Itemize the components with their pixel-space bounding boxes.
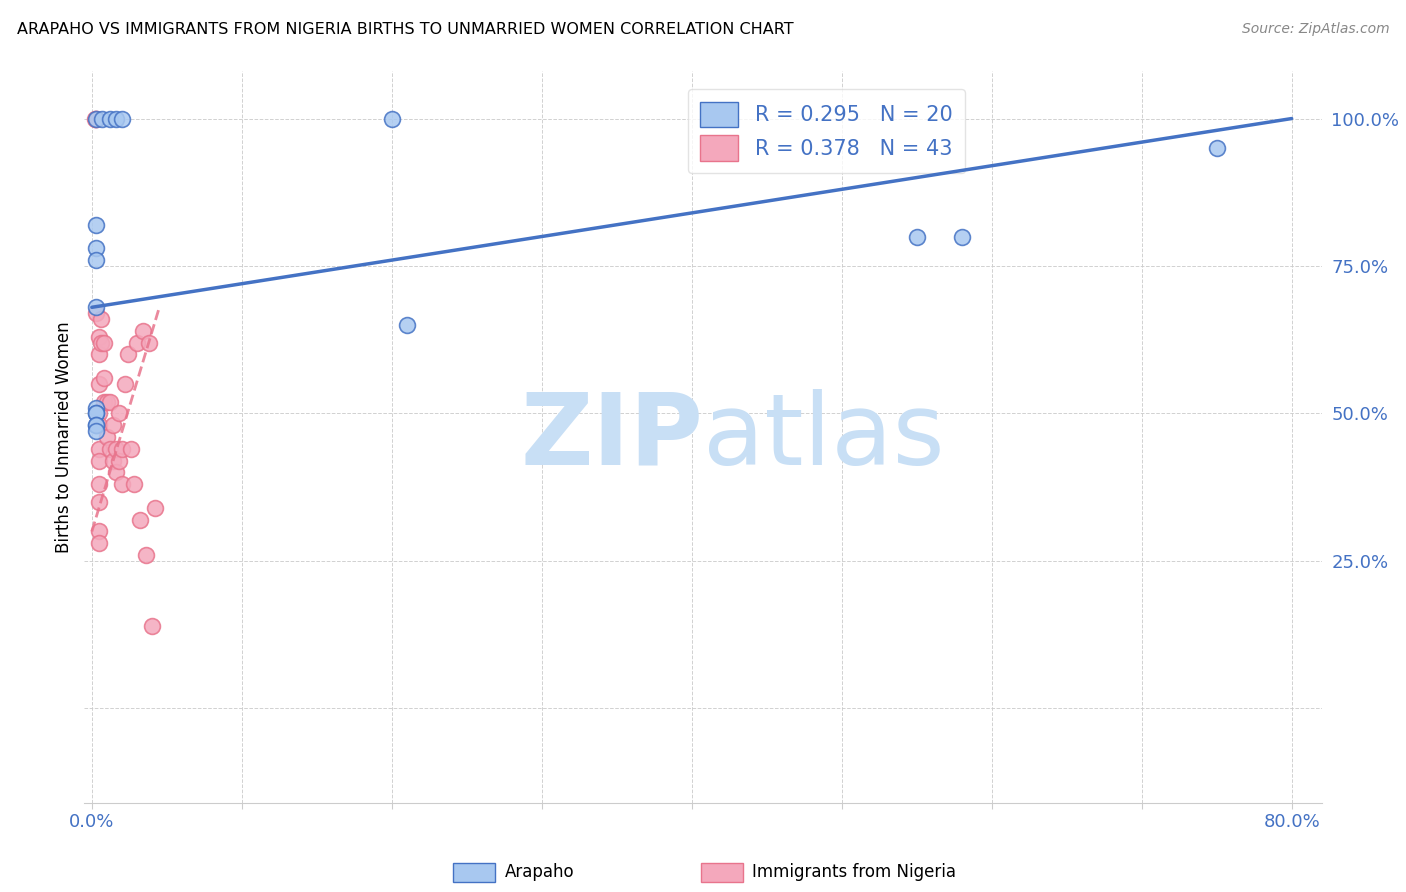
Point — [89, 407, 111, 421]
Point — [90, 335, 112, 350]
Point — [125, 335, 148, 350]
Point — [86, 418, 108, 433]
Point — [128, 513, 150, 527]
Y-axis label: Births to Unmarried Women: Births to Unmarried Women — [55, 321, 73, 553]
Text: ZIP: ZIP — [520, 389, 703, 485]
Point — [89, 347, 111, 361]
Point — [86, 407, 108, 421]
Legend: R = 0.295   N = 20, R = 0.378   N = 43: R = 0.295 N = 20, R = 0.378 N = 43 — [688, 89, 965, 173]
Point — [104, 466, 127, 480]
Point — [381, 112, 404, 126]
Point — [98, 394, 121, 409]
Point — [86, 301, 108, 315]
Point — [98, 112, 121, 126]
Point — [83, 112, 105, 126]
Point — [89, 536, 111, 550]
Text: Arapaho: Arapaho — [505, 863, 575, 881]
Point — [111, 442, 134, 456]
Point — [93, 335, 115, 350]
Point — [950, 229, 973, 244]
Point — [132, 324, 155, 338]
Point — [108, 407, 131, 421]
Point — [135, 548, 157, 562]
Point — [114, 376, 136, 391]
Point — [86, 306, 108, 320]
Point — [138, 335, 160, 350]
Point — [395, 318, 418, 332]
Point — [89, 524, 111, 539]
Bar — [453, 863, 495, 882]
Point — [141, 619, 163, 633]
Point — [90, 312, 112, 326]
Point — [111, 477, 134, 491]
Point — [86, 241, 108, 255]
Point — [1205, 141, 1227, 155]
Point — [93, 371, 115, 385]
Point — [86, 418, 108, 433]
Point — [86, 253, 108, 268]
Point — [111, 112, 134, 126]
Point — [120, 442, 142, 456]
Point — [86, 424, 108, 438]
Point — [93, 394, 115, 409]
Point — [89, 453, 111, 467]
Point — [101, 418, 124, 433]
Point — [89, 442, 111, 456]
Point — [86, 112, 108, 126]
Text: Source: ZipAtlas.com: Source: ZipAtlas.com — [1241, 22, 1389, 37]
Point — [905, 229, 928, 244]
Point — [104, 442, 127, 456]
Point — [96, 430, 118, 444]
Point — [117, 347, 139, 361]
Point — [101, 453, 124, 467]
Text: Immigrants from Nigeria: Immigrants from Nigeria — [752, 863, 956, 881]
Bar — [700, 863, 742, 882]
Point — [89, 330, 111, 344]
Text: atlas: atlas — [703, 389, 945, 485]
Point — [122, 477, 145, 491]
Point — [98, 442, 121, 456]
Point — [89, 418, 111, 433]
Point — [86, 401, 108, 415]
Point — [86, 218, 108, 232]
Point — [86, 112, 108, 126]
Point — [86, 407, 108, 421]
Point — [143, 500, 166, 515]
Point — [96, 394, 118, 409]
Point — [91, 112, 114, 126]
Text: ARAPAHO VS IMMIGRANTS FROM NIGERIA BIRTHS TO UNMARRIED WOMEN CORRELATION CHART: ARAPAHO VS IMMIGRANTS FROM NIGERIA BIRTH… — [17, 22, 793, 37]
Point — [89, 376, 111, 391]
Point — [89, 477, 111, 491]
Point — [104, 112, 127, 126]
Point — [86, 112, 108, 126]
Point — [89, 495, 111, 509]
Point — [108, 453, 131, 467]
